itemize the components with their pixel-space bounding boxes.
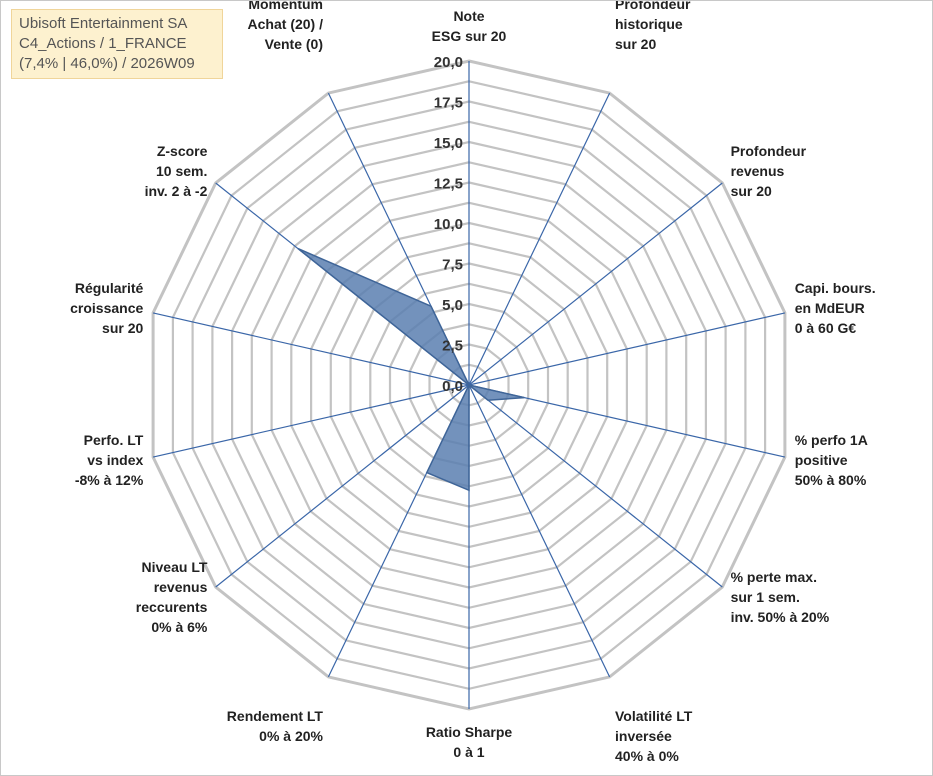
axis-label-profondeur-revenus: Profondeur revenus sur 20 bbox=[731, 143, 807, 199]
axis-label-line: -8% à 12% bbox=[75, 472, 144, 488]
title-category: C4_Actions / 1_FRANCE bbox=[19, 35, 187, 52]
axis-label-line: Profondeur bbox=[615, 1, 691, 12]
axis-label-line: Vente (0) bbox=[265, 36, 323, 52]
axis-label-momentum: Momentum Achat (20) / Vente (0) bbox=[248, 1, 324, 52]
axis-label-line: Note bbox=[453, 8, 484, 24]
axis-label-line: 0 à 1 bbox=[453, 744, 484, 760]
axis-label-line: inv. 2 à -2 bbox=[145, 183, 208, 199]
axis-label-line: en MdEUR bbox=[795, 300, 865, 316]
axis-label-line: Niveau LT bbox=[142, 559, 208, 575]
axis-label-line: inv. 50% à 20% bbox=[731, 609, 830, 625]
tick-label: 10,0 bbox=[434, 216, 463, 233]
axis-label-line: Capi. bours. bbox=[795, 280, 876, 296]
axis-label-line: ESG sur 20 bbox=[432, 28, 507, 44]
title-period: (7,4% | 46,0%) / 2026W09 bbox=[19, 55, 195, 72]
axis-label-line: reccurents bbox=[136, 599, 208, 615]
tick-label: 17,5 bbox=[434, 95, 463, 112]
axis-label-line: Ratio Sharpe bbox=[426, 724, 513, 740]
axis-label-ratio-sharpe: Ratio Sharpe 0 à 1 bbox=[426, 724, 513, 760]
axis-label-line: Volatilité LT bbox=[615, 708, 693, 724]
tick-label: 12,5 bbox=[434, 176, 463, 193]
spoke-volatilite-lt bbox=[468, 384, 611, 678]
axis-label-line: sur 1 sem. bbox=[731, 589, 800, 605]
series-area bbox=[297, 247, 525, 492]
axis-label-line: sur 20 bbox=[102, 320, 143, 336]
axis-label-profondeur-historique: Profondeur historique sur 20 bbox=[615, 1, 691, 52]
tick-label: 20,0 bbox=[434, 54, 463, 71]
axis-label-perfo-lt-index: Perfo. LT vs index -8% à 12% bbox=[75, 432, 144, 488]
axis-label-line: positive bbox=[795, 452, 848, 468]
axis-label-line: inversée bbox=[615, 728, 672, 744]
axis-label-regularite-croissance: Régularité croissance sur 20 bbox=[70, 280, 143, 336]
axis-label-line: sur 20 bbox=[731, 183, 772, 199]
axis-label-perte-max: % perte max. sur 1 sem. inv. 50% à 20% bbox=[731, 569, 830, 625]
axis-label-line: 50% à 80% bbox=[795, 472, 867, 488]
title-company: Ubisoft Entertainment SA bbox=[19, 15, 188, 32]
axis-label-line: Profondeur bbox=[731, 143, 807, 159]
axis-label-volatilite-lt: Volatilité LT inversée 40% à 0% bbox=[615, 708, 693, 764]
axis-label-line: % perfo 1A bbox=[795, 432, 868, 448]
axis-label-line: Régularité bbox=[75, 280, 144, 296]
axis-label-line: Rendement LT bbox=[227, 708, 324, 724]
axis-label-line: Achat (20) / bbox=[248, 16, 324, 32]
spoke-niveau-lt-revenus bbox=[215, 384, 470, 588]
axis-label-line: 10 sem. bbox=[156, 163, 207, 179]
axis-label-line: vs index bbox=[87, 452, 143, 468]
tick-label: 2,5 bbox=[442, 338, 463, 355]
spoke-profondeur-revenus bbox=[468, 182, 723, 386]
axis-label-capi-bours: Capi. bours. en MdEUR 0 à 60 G€ bbox=[795, 280, 876, 336]
axis-label-note-esg: Note ESG sur 20 bbox=[432, 8, 507, 44]
tick-label: 15,0 bbox=[434, 135, 463, 152]
axis-label-line: sur 20 bbox=[615, 36, 656, 52]
tick-label: 7,5 bbox=[442, 257, 463, 274]
axis-label-line: 40% à 0% bbox=[615, 748, 679, 764]
axis-label-line: Perfo. LT bbox=[84, 432, 144, 448]
axis-label-line: 0 à 60 G€ bbox=[795, 320, 857, 336]
axis-label-line: 0% à 20% bbox=[259, 728, 323, 744]
chart-title-box: Ubisoft Entertainment SA C4_Actions / 1_… bbox=[11, 9, 223, 79]
axis-label-line: revenus bbox=[731, 163, 785, 179]
axis-label-rendement-lt: Rendement LT 0% à 20% bbox=[227, 708, 324, 744]
axis-label-line: Momentum bbox=[248, 1, 323, 12]
axis-label-line: Z-score bbox=[157, 143, 208, 159]
tick-label: 5,0 bbox=[442, 297, 463, 314]
axis-label-line: revenus bbox=[154, 579, 208, 595]
spoke-regularite-croissance bbox=[152, 312, 470, 386]
axis-label-line: 0% à 6% bbox=[151, 619, 208, 635]
axis-label-line: historique bbox=[615, 16, 683, 32]
spoke-capi-bours bbox=[468, 312, 786, 386]
axis-label-perfo-1a: % perfo 1A positive 50% à 80% bbox=[795, 432, 868, 488]
axis-label-line: % perte max. bbox=[731, 569, 817, 585]
tick-label: 0,0 bbox=[442, 378, 463, 395]
axis-label-niveau-lt-revenus: Niveau LT revenus reccurents 0% à 6% bbox=[136, 559, 208, 635]
spoke-perfo-lt-index bbox=[152, 384, 470, 458]
axis-label-line: croissance bbox=[70, 300, 143, 316]
spoke-profondeur-historique bbox=[468, 92, 611, 386]
axis-label-z-score: Z-score 10 sem. inv. 2 à -2 bbox=[145, 143, 208, 199]
spoke-perte-max bbox=[468, 384, 723, 588]
